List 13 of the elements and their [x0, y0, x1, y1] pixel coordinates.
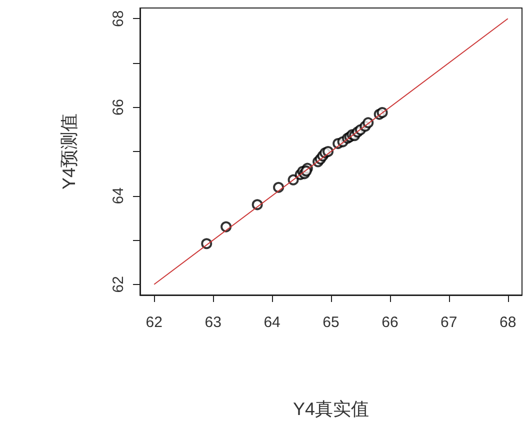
y-tick-label: 62	[110, 276, 127, 293]
x-tick-label: 65	[322, 314, 340, 331]
x-tick-label: 67	[440, 314, 458, 331]
x-tick-label: 64	[264, 314, 280, 331]
y-tick-label: 66	[110, 98, 127, 116]
y-tick-label: 64	[110, 187, 127, 204]
x-tick-label: 62	[146, 314, 162, 331]
x-tick-label: 63	[204, 314, 222, 331]
x-axis-title: Y4真实值	[292, 399, 370, 419]
x-tick-label: 68	[500, 314, 516, 331]
y-tick-label: 68	[110, 10, 127, 27]
y-axis-title: Y4预测值	[59, 113, 79, 190]
x-tick-label: 66	[382, 314, 398, 331]
